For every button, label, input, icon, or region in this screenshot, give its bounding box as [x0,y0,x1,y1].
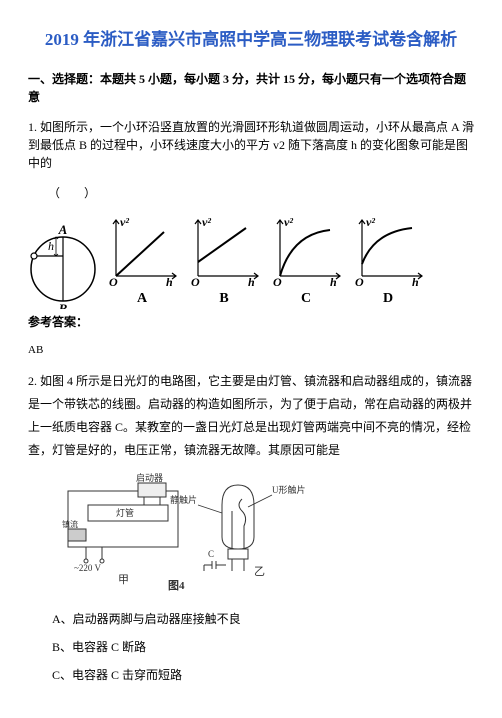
circle-diagram: A B h [28,224,98,309]
label-ballast: 镇流 [62,519,78,529]
svg-text:v²: v² [202,215,211,229]
svg-text:O: O [191,275,200,288]
label-bimetal: 静触片 [170,494,197,505]
chart-d-label: D [383,288,393,309]
svg-text:v²: v² [366,215,375,229]
label-tube: 灯管 [116,507,134,518]
label-cap: C [208,549,214,559]
svg-text:O: O [109,275,118,288]
circle-label-h: h [48,239,54,253]
chart-a-label: A [137,288,147,309]
svg-text:v²: v² [284,215,293,229]
page-title: 2019 年浙江省嘉兴市高照中学高三物理联考试卷含解析 [28,28,474,52]
label-left: 甲 [118,574,129,586]
answer-value-1: AB [28,342,474,359]
svg-text:h: h [166,275,173,288]
chart-b: v² O h B [186,214,262,309]
question-2-figure: 启动器 灯管 镇流 ~220 V 甲 [58,471,474,596]
chart-c: v² O h C [268,214,344,309]
svg-text:h: h [330,275,337,288]
question-2-text: 2. 如图 4 所示是日光灯的电路图，它主要是由灯管、镇流器和启动器组成的，镇流… [28,370,474,461]
label-ushape: U形触片 [272,484,306,495]
chart-b-label: B [219,288,228,309]
answer-label-1: 参考答案： [28,313,474,331]
svg-text:h: h [248,275,255,288]
question-2-choices: A、启动器两脚与启动器座接触不良 B、电容器 C 断路 C、电容器 C 击穿而短… [28,610,474,684]
label-starter: 启动器 [136,472,163,483]
chart-a: v² O h A [104,214,180,309]
circle-label-b: B [58,301,68,309]
question-1-figures: A B h v² O h A v² O h B [28,214,474,309]
question-1-text: 1. 如图所示，一个小环沿竖直放置的光滑圆环形轨道做圆周运动，小环从最高点 A … [28,118,474,172]
choice-c: C、电容器 C 击穿而短路 [52,666,474,684]
label-right: 乙 [254,565,265,578]
svg-text:v²: v² [120,215,129,229]
svg-text:O: O [355,275,364,288]
svg-text:h: h [412,275,419,288]
section-header: 一、选择题：本题共 5 小题，每小题 3 分，共计 15 分，每小题只有一个选项… [28,70,474,106]
label-voltage: ~220 V [74,563,101,573]
svg-text:O: O [273,275,282,288]
fig4-caption: 图4 [168,579,185,591]
choice-a: A、启动器两脚与启动器座接触不良 [52,610,474,628]
question-1-paren: （ ） [48,184,474,202]
chart-d: v² O h D [350,214,426,309]
circle-label-a: A [58,224,68,237]
chart-c-label: C [301,288,311,309]
choice-b: B、电容器 C 断路 [52,638,474,656]
